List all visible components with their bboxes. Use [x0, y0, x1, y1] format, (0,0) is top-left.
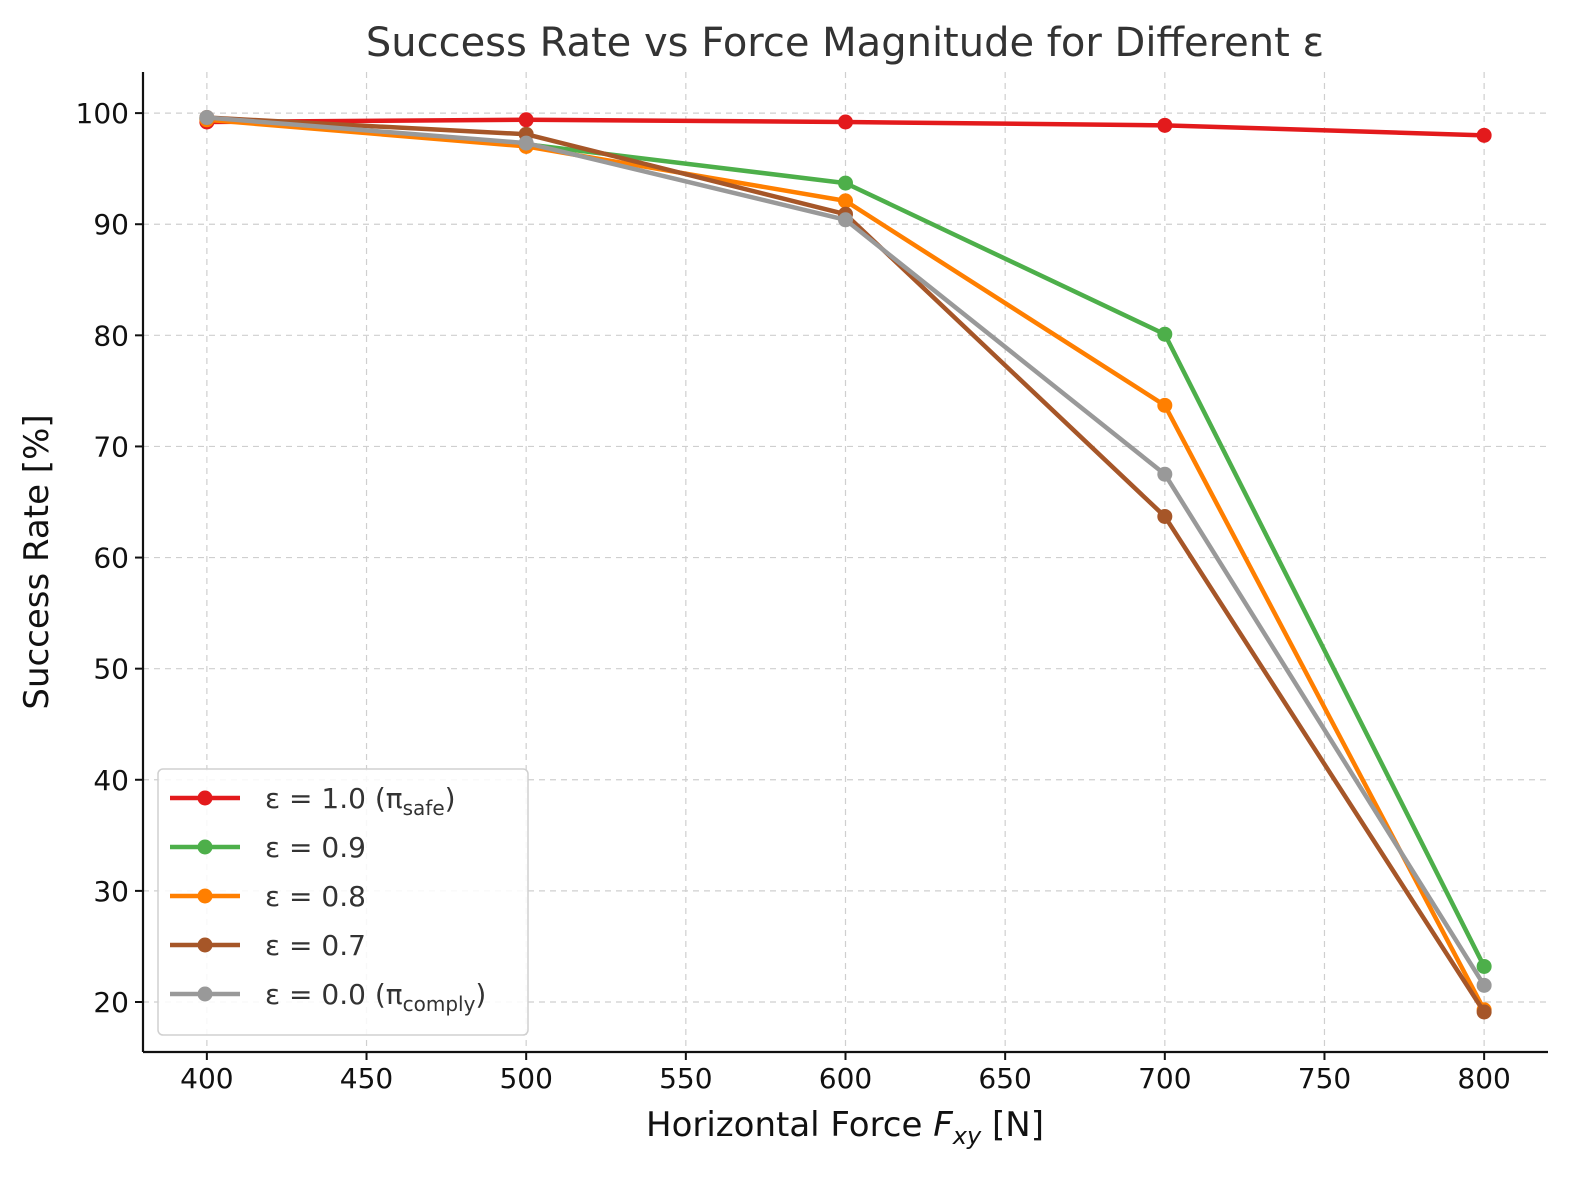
data-point	[1157, 466, 1173, 482]
data-point	[199, 110, 215, 126]
data-point	[1476, 977, 1492, 993]
series-0	[199, 112, 1492, 143]
x-tick-label: 650	[978, 1062, 1031, 1095]
x-axis-ticks: 400 450 500 550 600 650 700 750 800	[180, 1052, 1511, 1095]
legend-label: ε = 0.9	[265, 831, 366, 864]
y-tick-label: 40	[93, 764, 129, 797]
data-point	[1476, 1004, 1492, 1020]
legend-item: ε = 0.7	[170, 929, 366, 962]
data-point	[838, 193, 853, 209]
data-point	[838, 212, 853, 228]
legend-marker	[197, 888, 213, 904]
x-tick-label: 400	[180, 1062, 233, 1095]
x-tick-label: 750	[1298, 1062, 1351, 1095]
legend-label: ε = 0.7	[265, 929, 366, 962]
y-tick-label: 60	[93, 542, 129, 575]
x-tick-label: 800	[1457, 1062, 1510, 1095]
y-tick-label: 30	[93, 875, 129, 908]
y-tick-label: 70	[93, 430, 129, 463]
legend-item: ε = 0.9	[170, 831, 366, 864]
y-tick-label: 90	[93, 208, 129, 241]
data-point	[1157, 326, 1173, 342]
legend-marker	[197, 986, 213, 1002]
legend-label: ε = 0.0 (πcomply)	[265, 978, 486, 1016]
y-tick-label: 50	[93, 653, 129, 686]
chart-title: Success Rate vs Force Magnitude for Diff…	[366, 20, 1324, 66]
legend-box	[157, 768, 529, 1036]
y-tick-label: 80	[93, 319, 129, 352]
data-point	[1157, 117, 1173, 133]
legend-marker	[197, 839, 213, 855]
y-axis-ticks: 20 30 40 50 60 70 80 90 100	[76, 97, 143, 1019]
y-tick-label: 20	[93, 986, 129, 1019]
legend-marker	[197, 790, 213, 806]
y-axis-label: Success Rate [%]	[17, 414, 57, 709]
x-tick-label: 550	[659, 1062, 712, 1095]
legend: ε = 1.0 (πsafe) ε = 0.9 ε = 0.8 ε = 0.7 ε = …	[157, 768, 529, 1036]
legend-item: ε = 0.8	[170, 880, 366, 913]
legend-marker	[197, 937, 213, 953]
data-point	[1476, 127, 1492, 143]
x-tick-label: 500	[499, 1062, 552, 1095]
data-point	[1157, 397, 1173, 413]
data-point	[518, 112, 534, 128]
data-point	[1157, 508, 1173, 524]
x-tick-label: 450	[340, 1062, 393, 1095]
legend-item: ε = 0.0 (πcomply)	[170, 978, 486, 1016]
data-point	[838, 114, 853, 130]
data-point	[1476, 958, 1492, 974]
x-axis-label: Horizontal Force Fxy [N]	[646, 1105, 1044, 1150]
legend-item: ε = 1.0 (πsafe)	[170, 782, 456, 820]
data-point	[838, 175, 853, 191]
y-tick-label: 100	[76, 97, 129, 130]
series-layer	[199, 110, 1492, 1020]
data-point	[518, 135, 534, 151]
x-tick-label: 600	[819, 1062, 872, 1095]
grid	[143, 72, 1548, 1052]
legend-label: ε = 0.8	[265, 880, 366, 913]
legend-label: ε = 1.0 (πsafe)	[265, 782, 456, 820]
x-tick-label: 700	[1138, 1062, 1191, 1095]
series-4	[199, 110, 1492, 993]
